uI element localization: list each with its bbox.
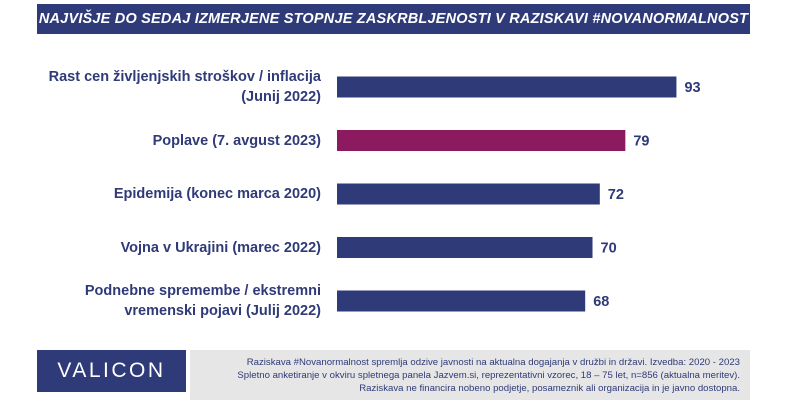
- methodology-footnote: Raziskava #Novanormalnost spremlja odziv…: [190, 350, 750, 400]
- category-label-1: Rast cen življenjskih stroškov / inflaci…: [49, 67, 321, 107]
- value-label-3: 72: [608, 187, 624, 203]
- category-label-3-line-1: Epidemija (konec marca 2020): [113, 186, 321, 202]
- category-label-5-line-1: Podnebne spremembe / ekstremni: [84, 283, 321, 299]
- bar-5: [337, 290, 586, 312]
- category-label-5: Podnebne spremembe / ekstremni vremenski …: [85, 281, 321, 321]
- footnote-line-3: Raziskava ne financira nobeno podjetje, …: [359, 383, 740, 394]
- chart-title: NAJVIŠJE DO SEDAJ IZMERJENE STOPNJE ZASK…: [38, 11, 749, 27]
- category-label-4-line-1: Vojna v Ukrajini (marec 2022): [120, 239, 321, 256]
- value-label-2: 79: [633, 134, 649, 150]
- bar-1: [337, 76, 677, 98]
- category-label-3: Epidemija (konec marca 2020): [114, 184, 321, 204]
- category-label-2-line-1: Poplave (7. avgust 2023): [152, 132, 321, 149]
- title-banner: NAJVIŠJE DO SEDAJ IZMERJENE STOPNJE ZASK…: [37, 4, 750, 34]
- category-label-1-line-1: Rast cen življenjskih stroškov / inflaci…: [48, 69, 321, 85]
- category-label-4: Vojna v Ukrajini (marec 2022): [121, 238, 321, 258]
- value-label-5: 68: [593, 294, 609, 310]
- bar-2: [337, 130, 626, 151]
- category-label-1-line-2: (Junij 2022): [241, 89, 321, 105]
- category-label-5-line-2: vremenski pojavi (Julij 2022): [124, 303, 321, 319]
- bar-4: [337, 237, 593, 258]
- value-label-1: 93: [684, 80, 700, 96]
- valicon-logo: VALICON: [37, 350, 186, 392]
- logo-text: VALICON: [57, 359, 166, 382]
- footnote-line-2: Spletno anketiranje v okviru spletnega p…: [237, 370, 740, 381]
- bar-3: [337, 183, 600, 205]
- value-label-4: 70: [601, 241, 617, 257]
- category-label-2: Poplave (7. avgust 2023): [153, 131, 321, 151]
- bar-chart: 93 79 72 70 68: [337, 76, 701, 312]
- footnote-line-1: Raziskava #Novanormalnost spremlja odziv…: [246, 357, 740, 368]
